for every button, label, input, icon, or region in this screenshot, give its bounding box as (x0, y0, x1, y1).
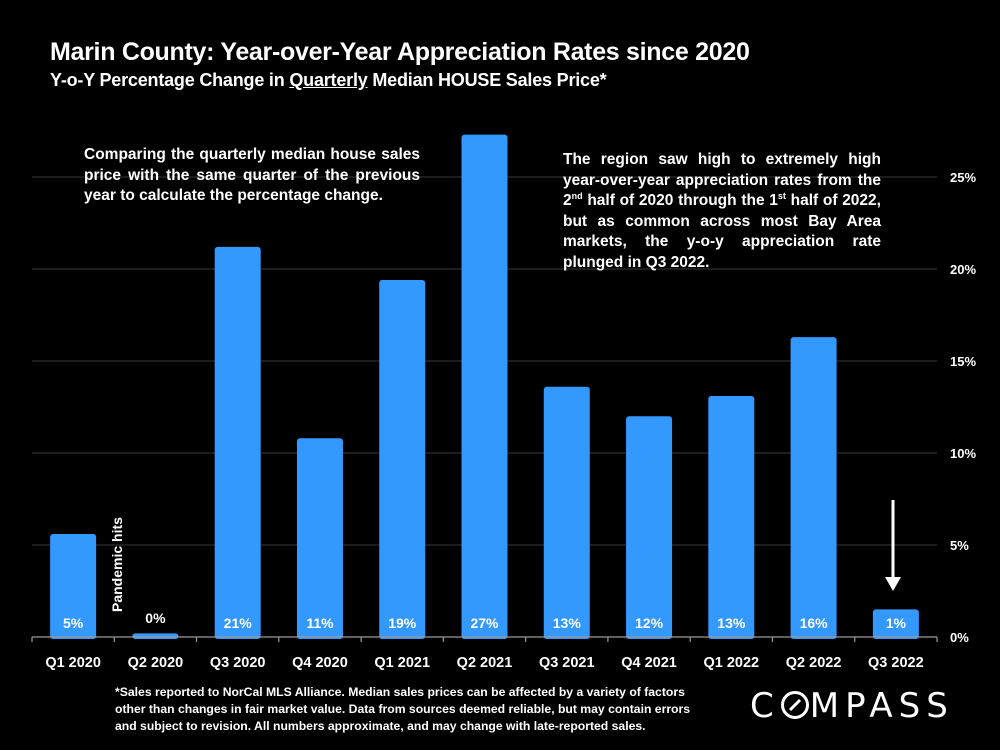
bar (379, 280, 426, 639)
bars (50, 134, 919, 640)
x-tick-label: Q3 2020 (210, 655, 266, 671)
bar (543, 386, 590, 639)
data-label: 13% (553, 615, 582, 631)
logo-text: MPASS (809, 686, 954, 726)
bar (461, 134, 508, 639)
bar (790, 337, 837, 639)
bar (626, 416, 673, 639)
commentary-text: half of 2020 through the 1 (582, 192, 778, 209)
x-tick-label: Q2 2020 (128, 655, 184, 671)
chart-subtitle: Y-o-Y Percentage Change in Quarterly Med… (50, 70, 607, 91)
x-tick-label: Q1 2020 (45, 655, 101, 671)
y-tick-label: 25% (950, 170, 976, 185)
bar (296, 438, 343, 639)
ordinal-suffix: nd (571, 190, 583, 201)
y-tick-label: 15% (950, 354, 976, 369)
x-tick-label: Q4 2021 (621, 655, 677, 671)
x-tick-label: Q2 2022 (786, 655, 842, 671)
compass-logo: C MPASS (750, 686, 954, 726)
data-label: 1% (886, 615, 907, 631)
bar (708, 395, 755, 639)
down-arrow-icon (885, 500, 901, 591)
data-label: 19% (388, 615, 417, 631)
bar (50, 533, 97, 639)
methodology-note: Comparing the quarterly median house sal… (84, 146, 420, 204)
market-commentary: The region saw high to extremely high ye… (563, 150, 881, 273)
chart-title: Marin County: Year-over-Year Appreciatio… (50, 38, 750, 66)
y-tick-label: 10% (950, 446, 976, 461)
logo-text: C (750, 686, 780, 726)
pandemic-annotation: Pandemic hits (109, 517, 125, 612)
y-axis: 0% 5% 10% 15% 20% 25% (950, 170, 976, 645)
bar (872, 609, 919, 639)
footnote: *Sales reported to NorCal MLS Alliance. … (115, 685, 691, 733)
y-tick-label: 20% (950, 262, 976, 277)
bar (132, 633, 179, 639)
data-label: 13% (717, 615, 746, 631)
commentary-text: The region saw high to extremely high ye… (563, 151, 881, 209)
data-labels: 5% 0% 21% 11% 19% 27% 13% 12% 13% 16% 1% (63, 610, 907, 631)
data-label: 0% (145, 610, 166, 626)
commentary-text: half of 2022, but as common across most … (563, 192, 881, 271)
x-tick-label: Q1 2022 (703, 655, 759, 671)
subtitle-text: Y-o-Y Percentage Change in (50, 70, 290, 90)
subtitle-emphasis: Quarterly (289, 70, 368, 90)
data-label: 16% (800, 615, 829, 631)
data-label: 11% (306, 615, 334, 631)
x-tick-label: Q3 2022 (868, 655, 924, 671)
x-axis: Q1 2020 Q2 2020 Q3 2020 Q4 2020 Q1 2021 Q2 20… (31, 636, 938, 671)
bar (214, 246, 261, 640)
y-tick-label: 5% (950, 538, 969, 553)
data-label: 27% (470, 615, 499, 631)
ordinal-suffix: st (777, 190, 786, 201)
x-tick-label: Q3 2021 (539, 655, 595, 671)
data-label: 5% (63, 615, 84, 631)
y-tick-label: 0% (950, 630, 969, 645)
x-tick-label: Q1 2021 (374, 655, 430, 671)
data-label: 12% (635, 615, 664, 631)
x-tick-label: Q4 2020 (292, 655, 348, 671)
x-tick-label: Q2 2021 (457, 655, 513, 671)
data-label: 21% (224, 615, 253, 631)
compass-o-icon (780, 686, 810, 726)
subtitle-text-end: Median HOUSE Sales Price* (367, 70, 607, 90)
